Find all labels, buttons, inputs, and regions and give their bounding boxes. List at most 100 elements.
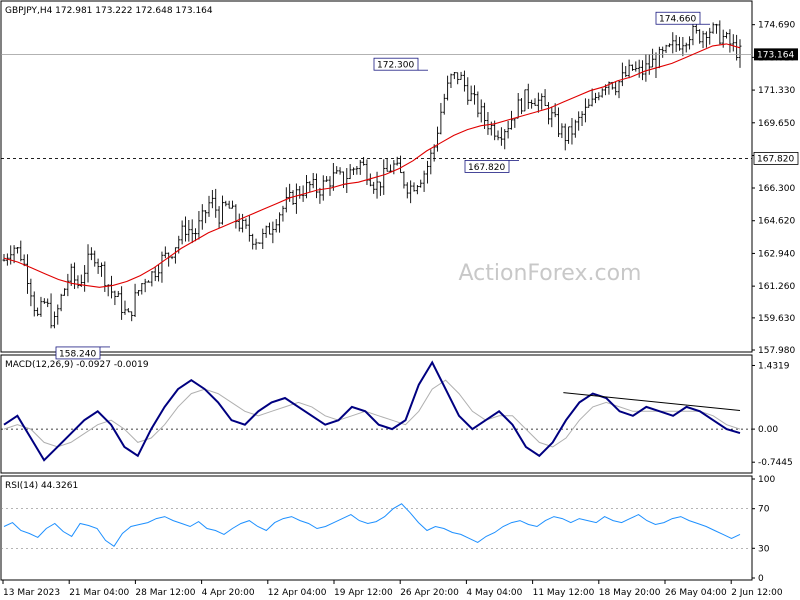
ohlc-bar [341,171,345,189]
price-y-tick-label: 174.690 [758,21,795,31]
ohlc-bar [459,71,463,80]
ohlc-bar [234,204,238,229]
ohlc-bar [173,247,177,264]
ohlc-bar [83,265,87,292]
ohlc-bar [321,175,325,201]
ohlc-bar [590,88,594,107]
ohlc-bar [533,98,537,106]
ohlc-bar [163,246,167,259]
ohlc-bar [378,181,382,196]
ohlc-bar [496,130,500,141]
ohlc-bar [546,102,550,125]
ohlc-bar [143,278,147,293]
ohlc-bar [738,39,742,68]
ohlc-bar [180,220,184,245]
ohlc-bar [580,111,584,127]
ohlc-bar [731,34,735,52]
ohlc-bar [667,43,671,48]
ohlc-bar [153,266,157,282]
ohlc-bar [46,298,50,308]
ohlc-bar [308,181,312,193]
ohlc-bar [698,29,702,44]
price-y-tick-label: 161.260 [758,282,795,292]
ohlc-bar [704,31,708,48]
annotation-box [55,346,101,360]
ohlc-bar [288,183,292,202]
ohlc-bar [469,85,473,102]
price-y-tick-label: 157.980 [758,346,795,356]
ohlc-bar [217,206,221,229]
ohlc-bar [103,261,107,292]
ohlc-bar [183,216,187,242]
ohlc-bar [224,200,228,207]
ohlc-bar [600,88,604,98]
price-title: GBPJPY,H4 172.981 173.222 172.648 173.16… [5,6,213,16]
ohlc-bar [93,250,97,267]
ohlc-bar [147,280,151,283]
ohlc-bar [126,308,130,313]
rsi-line [3,503,741,548]
ohlc-bar [708,27,712,45]
ohlc-bar [140,283,144,295]
ohlc-bar [560,123,564,139]
ohlc-bar [345,168,349,193]
ohlc-bar [651,48,655,68]
ohlc-bar [130,311,134,322]
ohlc-bar [39,296,43,317]
ohlc-bar [728,29,732,53]
ohlc-bar [170,256,174,260]
ohlc-bar [197,211,201,240]
ohlc-bar [110,275,114,299]
ohlc-bar [348,164,352,180]
x-tick-label: 2 Jun 12:00 [731,588,783,598]
macd-y-axis: 1.4319 0.00 -0.7445 [752,361,793,468]
ohlc-bar [247,215,251,242]
ohlc-bar [99,262,103,277]
ohlc-bar [69,263,73,286]
annotation-label: 172.300 [377,61,414,71]
x-tick-label: 28 Mar 12:00 [135,588,195,598]
ohlc-bar [298,186,302,199]
ohlc-bar [657,46,661,69]
ohlc-bar [26,254,30,294]
ohlc-bar [271,221,275,244]
ohlc-bar [200,204,204,230]
ohlc-bar [157,264,161,282]
ohlc-bar [136,290,140,296]
ohlc-bar [627,59,631,79]
ohlc-bar [96,258,100,274]
rsi-y-tick-label: 100 [758,475,775,485]
ohlc-bar [76,275,80,289]
ohlc-bar [9,245,13,265]
ohlc-bar [331,162,335,191]
ohlc-bar [520,98,524,115]
current-price-label: 173.164 [757,50,794,60]
ohlc-bar [231,200,235,209]
ohlc-bar [402,171,406,189]
ohlc-bar [59,293,63,312]
ohlc-bar [89,247,93,261]
support-line-label: 167.820 [757,154,794,164]
ohlc-bar [328,176,332,196]
ohlc-bar [476,91,480,118]
ohlc-bar [630,64,634,71]
rsi-y-tick-label: 0 [758,574,764,584]
macd-y-tick-label: -0.7445 [758,458,793,468]
rsi-y-tick-label: 30 [758,544,770,554]
ohlc-bar [355,166,359,175]
price-annotations: 158.240 172.300 167.820 174.660 [55,11,710,360]
ohlc-bar [207,195,211,217]
rsi-panel-frame [0,475,753,581]
price-y-tick-label: 169.650 [758,119,795,129]
ohlc-bar [167,252,171,267]
ohlc-bar [73,262,77,289]
macd-trendline [563,392,741,411]
ohlc-bar [462,70,466,92]
ohlc-bar [583,98,587,123]
ohlc-bar [681,37,685,57]
ohlc-bar [540,93,544,110]
ohlc-bar [291,190,295,205]
ohlc-bar [133,283,137,317]
ohlc-bar [358,159,362,175]
